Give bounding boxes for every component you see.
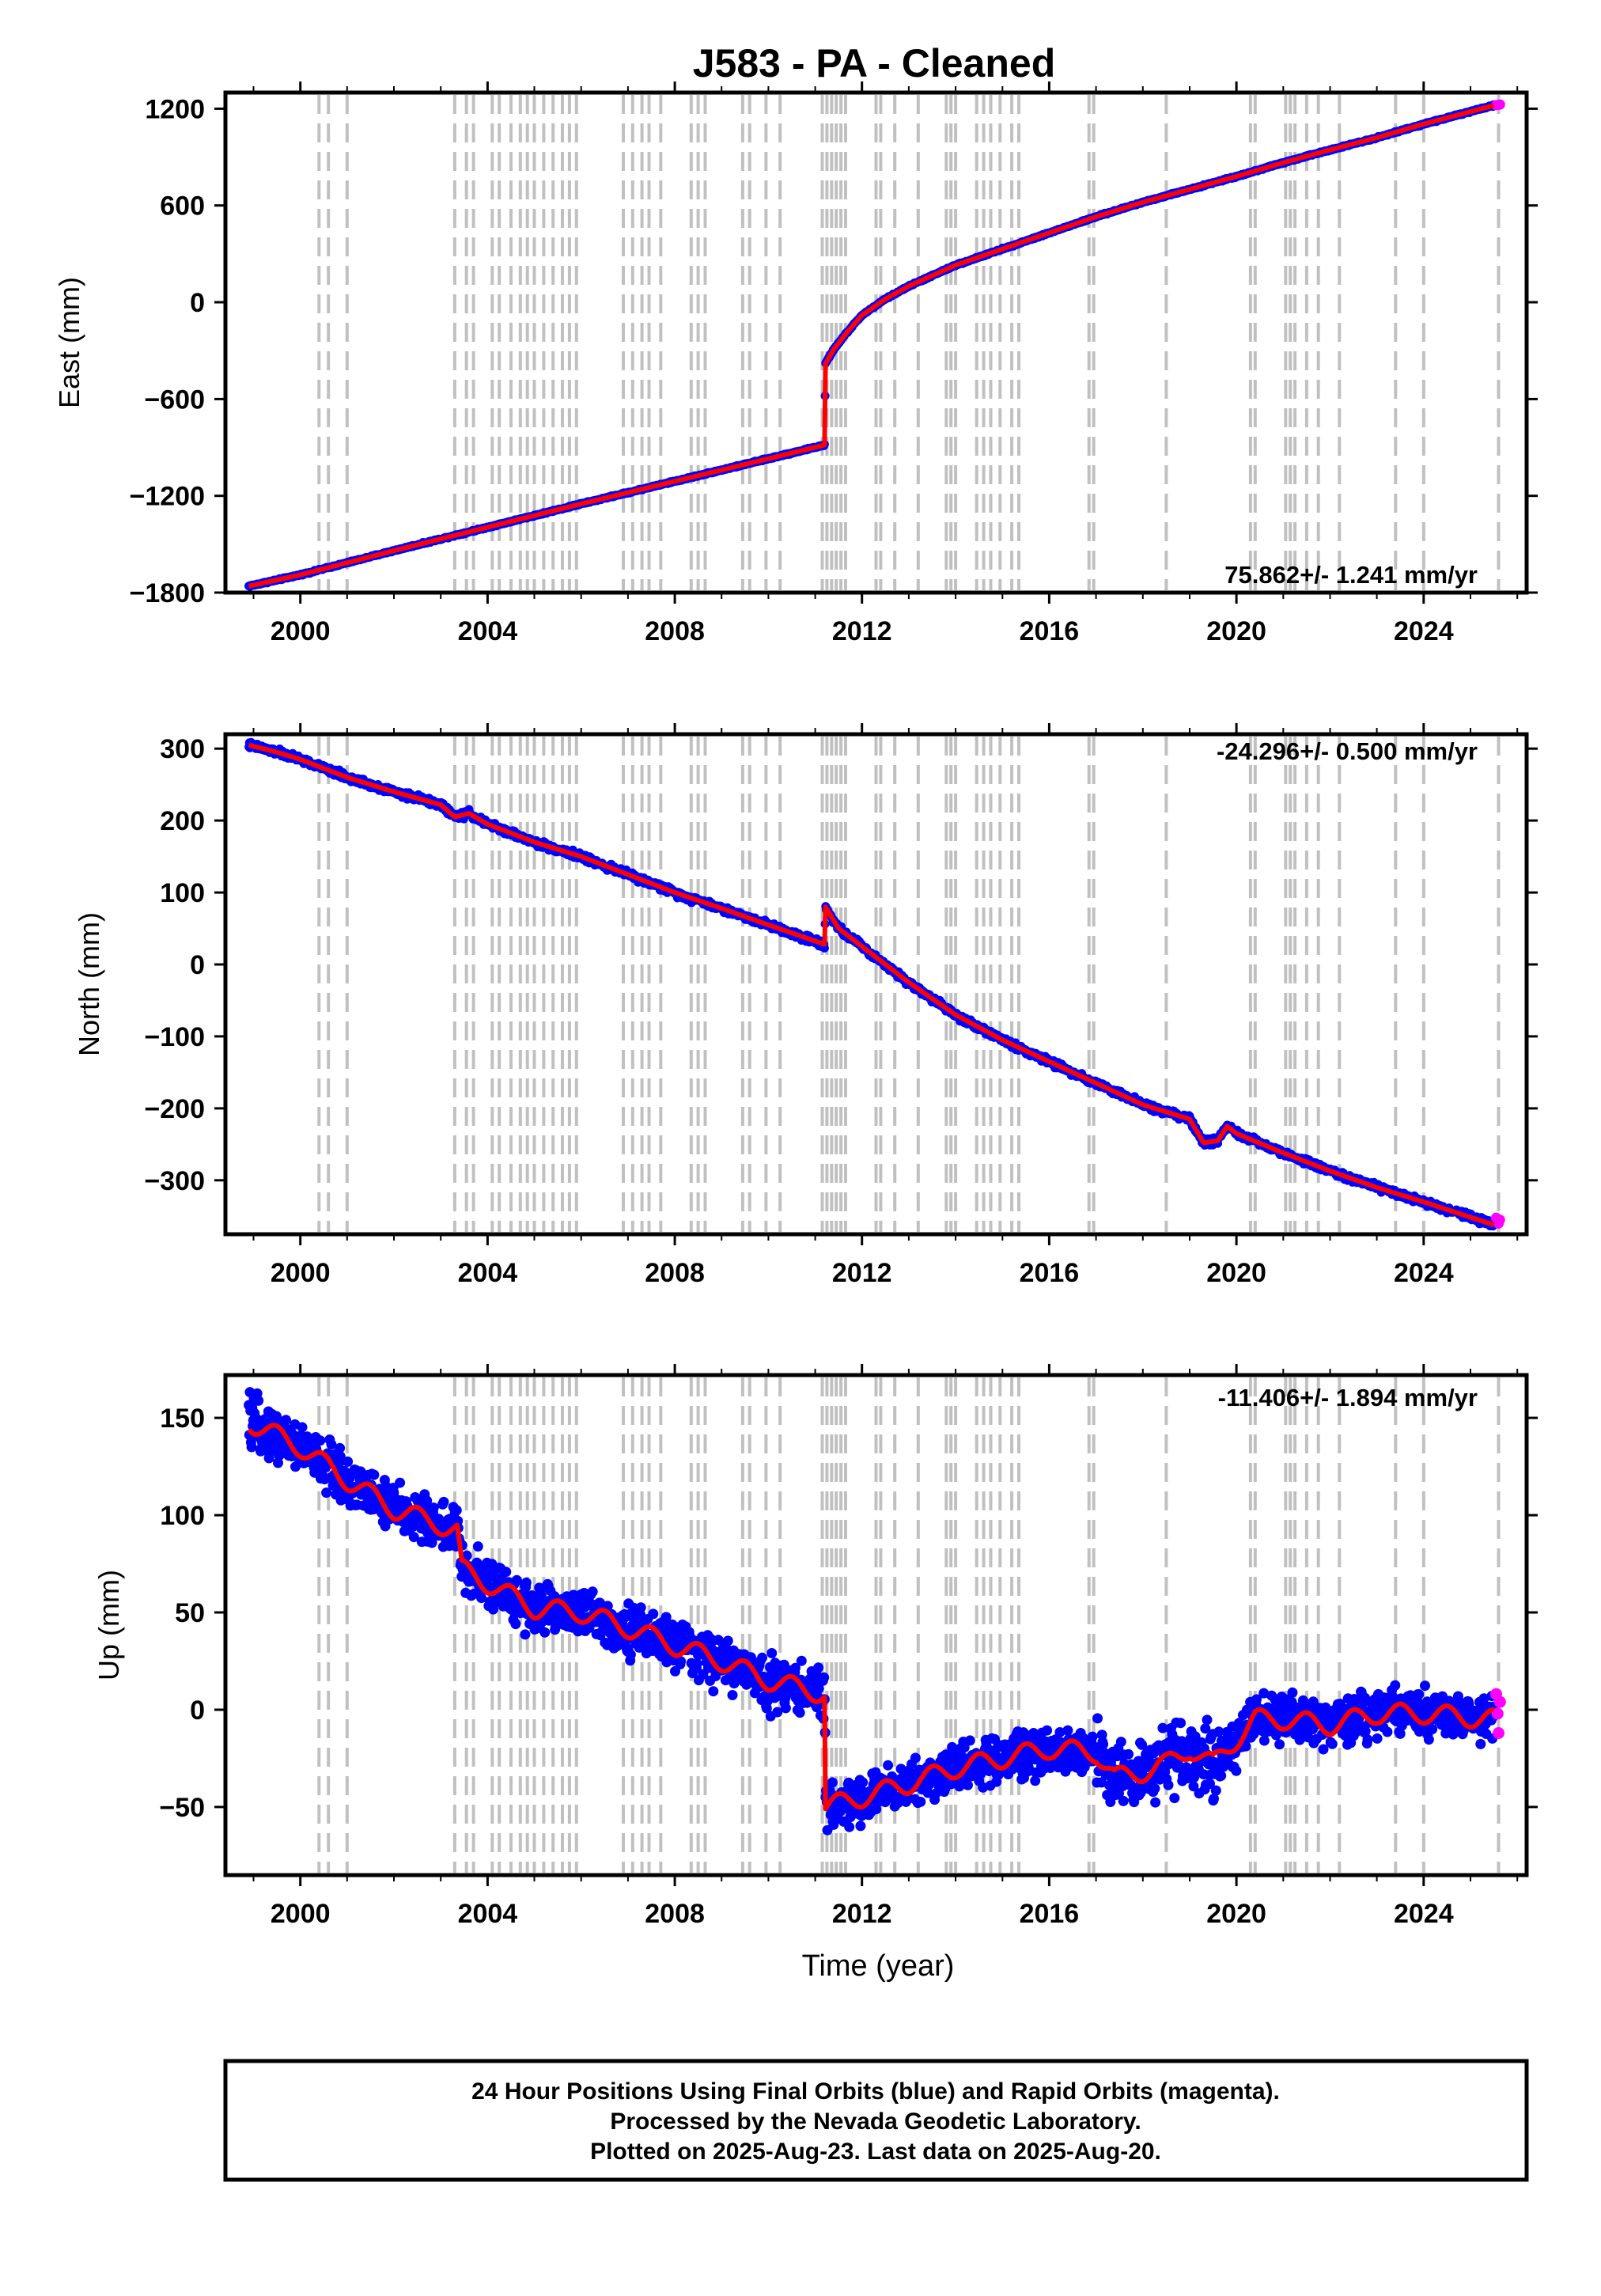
plot-frame-east (223, 90, 1529, 595)
rate-label-east: 75.862+/- 1.241 mm/yr (1224, 561, 1478, 589)
rate-label-north: -24.296+/- 0.500 mm/yr (1217, 737, 1478, 765)
plot-frame-north (223, 732, 1529, 1237)
east-panel: 2000 2004 2008 2012 2016 2020 2024 −1800 −1200 −6… (53, 81, 1538, 646)
footer-line-2: Processed by the Nevada Geodetic Laborat… (610, 2108, 1141, 2135)
y-tick-label-north-100: 100 (160, 878, 205, 908)
x-tick-label-up-2024: 2024 (1394, 1899, 1454, 1929)
series-east (244, 99, 1505, 591)
rapid-orbit-point-east-2 (1494, 99, 1505, 110)
y-tick-label-up--50: −50 (159, 1793, 205, 1823)
event-lines-east (317, 95, 1501, 590)
x-tick-label-east-2020: 2020 (1206, 616, 1266, 646)
x-tick-label-east-2016: 2016 (1020, 616, 1080, 646)
x-tick-label-north-2016: 2016 (1020, 1258, 1080, 1288)
series-north (244, 737, 1505, 1231)
x-tick-label-up-2016: 2016 (1020, 1899, 1080, 1929)
rapid-orbit-point-up-2 (1493, 1727, 1504, 1739)
y-tick-label-up-50: 50 (175, 1598, 205, 1628)
ticks-east: 2000 2004 2008 2012 2016 2020 2024 −1800 −1200 −6… (130, 81, 1538, 646)
north-panel: 2000 2004 2008 2012 2016 2020 2024−300−200−100… (73, 723, 1538, 1288)
x-tick-label-east-2004: 2004 (458, 616, 518, 646)
rapid-orbit-point-up-1 (1491, 1707, 1504, 1720)
footer-line-1: 24 Hour Positions Using Final Orbits (bl… (471, 2078, 1280, 2105)
footer-box: 24 Hour Positions Using Final Orbits (bl… (223, 2059, 1529, 2182)
series-up (244, 1387, 1506, 1836)
y-tick-label-east--1800: −1800 (130, 578, 206, 608)
x-tick-label-north-2024: 2024 (1394, 1258, 1454, 1288)
y-tick-label-east-600: 600 (160, 191, 205, 222)
x-tick-label-north-2008: 2008 (645, 1258, 705, 1288)
x-tick-label-north-2012: 2012 (832, 1258, 892, 1288)
y-axis-label-east: East (mm) (53, 277, 85, 408)
rapid-orbit-point-north-2 (1494, 1214, 1505, 1226)
final-orbit-points-up (244, 1387, 1499, 1836)
rate-label-up: -11.406+/- 1.894 mm/yr (1218, 1384, 1478, 1411)
x-tick-label-up-2008: 2008 (645, 1899, 705, 1929)
model-fit-line-north (247, 742, 1496, 1228)
x-tick-label-up-2012: 2012 (832, 1899, 892, 1929)
x-tick-label-east-2008: 2008 (645, 616, 705, 646)
footer-line-3: Plotted on 2025-Aug-23. Last data on 202… (590, 2139, 1161, 2165)
y-tick-label-north--300: −300 (144, 1166, 205, 1196)
x-tick-label-up-2020: 2020 (1206, 1899, 1266, 1929)
ticks-north: 2000 2004 2008 2012 2016 2020 2024−300−200−100… (144, 723, 1538, 1288)
x-tick-label-up-2000: 2000 (271, 1899, 331, 1929)
event-lines-north (317, 737, 1501, 1232)
model-fit-line-east (247, 103, 1496, 589)
x-tick-label-east-2012: 2012 (832, 616, 892, 646)
x-tick-label-north-2020: 2020 (1206, 1258, 1266, 1288)
y-tick-label-north-200: 200 (160, 806, 205, 836)
final-orbit-points-east (244, 100, 1498, 591)
y-tick-label-up-0: 0 (190, 1695, 205, 1726)
model-fit-line-up (247, 1423, 1496, 1812)
up-panel: 2000 2004 2008 2012 2016 2020 2024 −50 0 50 100 150… (93, 1364, 1538, 1929)
x-tick-label-up-2004: 2004 (458, 1899, 518, 1929)
y-tick-label-north--100: −100 (144, 1022, 205, 1052)
y-tick-label-up-150: 150 (160, 1404, 205, 1434)
x-tick-label-east-2000: 2000 (271, 616, 331, 646)
chart-title: J583 - PA - Cleaned (693, 41, 1056, 85)
x-axis-label: Time (year) (802, 1949, 955, 1983)
y-tick-label-east--600: −600 (144, 385, 205, 415)
x-tick-label-north-2004: 2004 (458, 1258, 518, 1288)
ticks-up: 2000 2004 2008 2012 2016 2020 2024 −50 0 50 100 150 (159, 1364, 1538, 1929)
y-tick-label-up-100: 100 (160, 1501, 205, 1531)
y-tick-label-east-1200: 1200 (145, 94, 205, 124)
y-tick-label-north-0: 0 (190, 950, 205, 980)
x-tick-label-east-2024: 2024 (1394, 616, 1454, 646)
y-tick-label-east--1200: −1200 (130, 482, 206, 512)
final-orbit-points-north (244, 737, 1498, 1231)
y-axis-label-up: Up (mm) (93, 1570, 125, 1680)
rapid-orbit-point-up-3 (1493, 1695, 1506, 1708)
x-tick-label-north-2000: 2000 (271, 1258, 331, 1288)
plot-frame-up (223, 1373, 1529, 1877)
y-tick-label-north-300: 300 (160, 734, 205, 764)
y-axis-label-north: North (mm) (73, 912, 105, 1056)
y-tick-label-north--200: −200 (144, 1094, 205, 1124)
y-tick-label-east-0: 0 (190, 288, 205, 318)
